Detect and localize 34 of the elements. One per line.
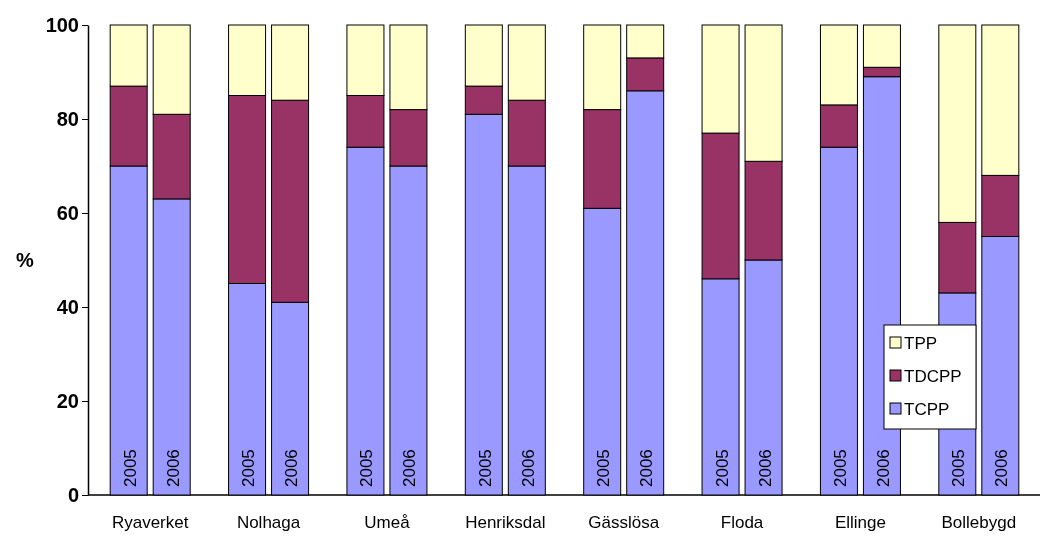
y-tick-label: 80 (56, 107, 79, 130)
text: Gässlösa (588, 513, 660, 532)
x-tick-label: 2006 (400, 449, 420, 487)
x-tick-label: 2005 (594, 449, 614, 487)
text: Bollebygd (941, 513, 1017, 532)
y-tick-label: 0 (67, 483, 79, 506)
y-axis-title: % (16, 249, 35, 271)
text: Nolhaga (236, 513, 301, 532)
x-tick-label: 2005 (712, 449, 732, 487)
x-tick-label: 2006 (163, 449, 183, 487)
x-tick-label: 2006 (755, 449, 775, 487)
x-tick-label: 2006 (518, 449, 538, 487)
x-tick-label: 2006 (992, 449, 1012, 487)
x-tick-label: 2006 (873, 449, 893, 487)
legend-label: TPP (904, 334, 938, 353)
text: Umeå (364, 513, 411, 532)
y-tick-label: 40 (56, 295, 79, 318)
x-tick-label: 2005 (239, 449, 259, 487)
text: Henriksdal (465, 513, 546, 532)
x-tick-label: 2005 (949, 449, 969, 487)
x-tick-label: 2005 (120, 449, 140, 487)
y-tick-label: 60 (56, 201, 79, 224)
legend-label: TCPP (904, 400, 950, 419)
legend-label: TDCPP (904, 367, 962, 386)
x-tick-label: 2005 (475, 449, 495, 487)
x-tick-label: 2005 (830, 449, 850, 487)
x-tick-label: 2006 (282, 449, 302, 487)
x-tick-label: 2005 (357, 449, 377, 487)
y-tick-label: 20 (56, 389, 79, 412)
text: Ellinge (834, 513, 886, 532)
y-tick-label: 100 (45, 13, 79, 36)
text: Ryaverket (111, 513, 189, 532)
text: Floda (720, 513, 764, 532)
x-tick-label: 2006 (637, 449, 657, 487)
